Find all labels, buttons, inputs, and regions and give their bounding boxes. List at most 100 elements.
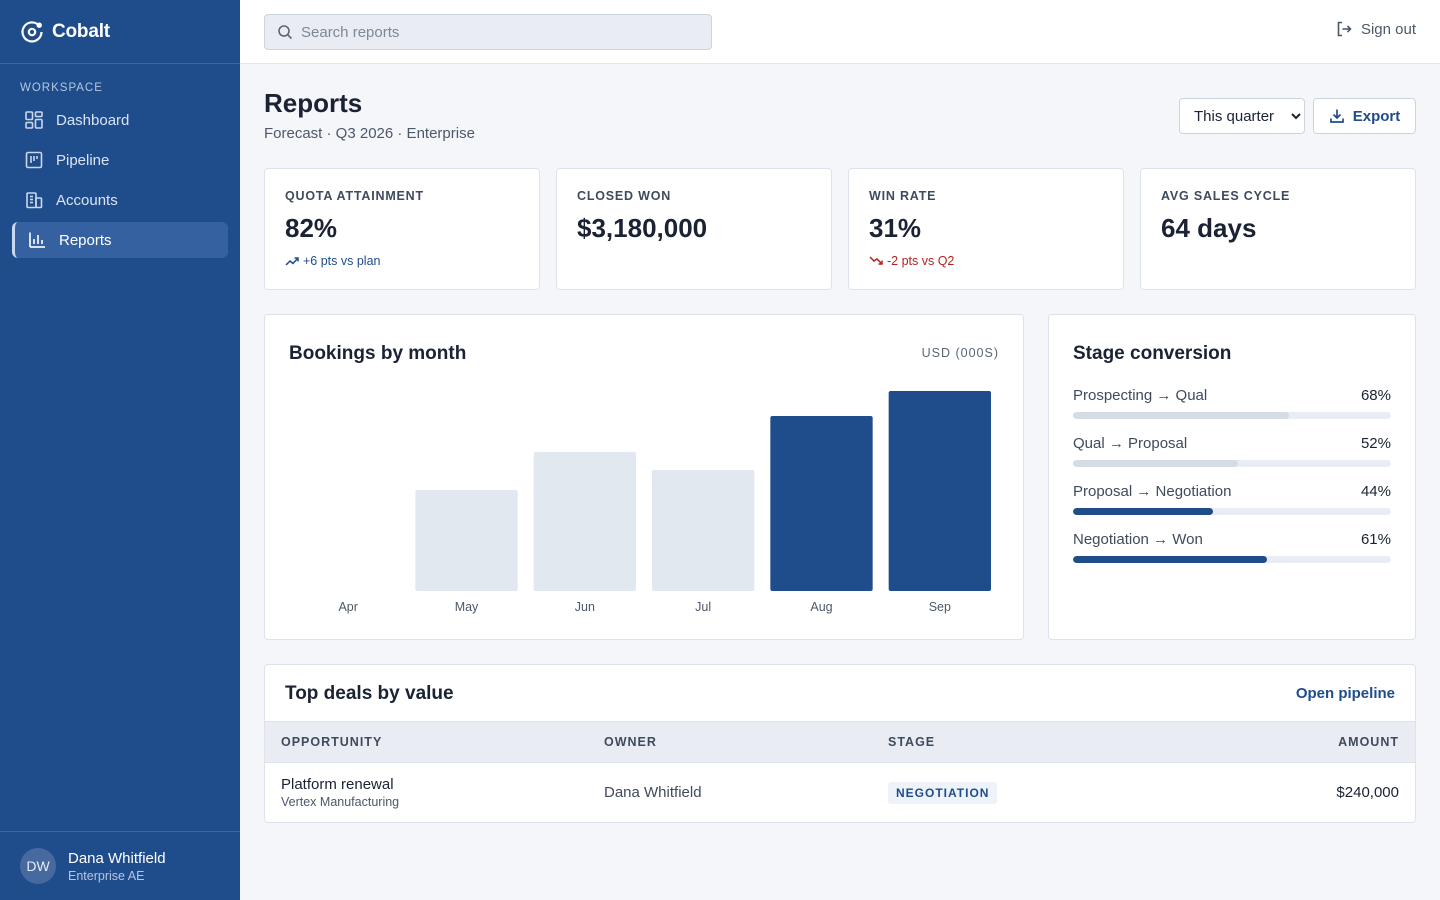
trend-up-icon — [285, 254, 299, 268]
user-role: Enterprise AE — [68, 868, 145, 883]
kpi-card-avg-sales-cycle: AVG SALES CYCLE 64 days — [1140, 168, 1416, 290]
bookings-chart-card: Bookings by month USD (000S) Apr May Jun Ju… — [264, 314, 1024, 640]
sign-out-button[interactable]: Sign out — [1335, 20, 1416, 38]
kpi-delta: +6 pts vs plan — [285, 254, 519, 268]
opportunity-cell: Platform renewal Vertex Manufacturing — [265, 763, 604, 823]
sidebar-item-label: Pipeline — [56, 151, 110, 169]
user-name: Dana Whitfield — [68, 849, 166, 867]
x-tick-label: May — [455, 600, 479, 614]
dashboard-icon — [24, 110, 44, 130]
kpi-delta-text: +6 pts vs plan — [303, 254, 381, 268]
stage-percent: 44% — [1360, 483, 1391, 500]
stage-label: Negotiation → Won — [1073, 531, 1203, 548]
opportunity-name[interactable]: Platform renewal — [281, 776, 394, 794]
page-title: Reports — [264, 88, 363, 118]
column-header-stage[interactable]: STAGE — [888, 721, 1188, 763]
sidebar-item-accounts[interactable]: Accounts — [12, 182, 228, 218]
export-button[interactable]: Export — [1313, 98, 1416, 134]
kpi-card-closed-won: CLOSED WON $3,180,000 — [556, 168, 832, 290]
stage-row: Qual → Proposal 52% — [1073, 435, 1391, 483]
chart-unit-label: USD (000S) — [921, 346, 999, 360]
sidebar: Cobalt WORKSPACE Dashboard Pipeline Acco — [0, 0, 240, 900]
search-input[interactable] — [301, 23, 691, 41]
stage-conversion-list: Prospecting → Qual 68% Qual → Proposal 5… — [1073, 387, 1391, 579]
user-profile[interactable]: DW Dana Whitfield Enterprise AE — [0, 831, 240, 900]
kpi-value: 64 days — [1161, 213, 1257, 243]
pipeline-icon — [24, 150, 44, 170]
sign-out-icon — [1335, 20, 1353, 38]
sidebar-item-dashboard[interactable]: Dashboard — [12, 102, 228, 138]
stage-conversion-card: Stage conversion Prospecting → Qual 68% … — [1048, 314, 1416, 640]
stage-progress-fill — [1073, 460, 1239, 467]
stage-row: Negotiation → Won 61% — [1073, 531, 1391, 579]
bar-aug[interactable] — [770, 416, 873, 591]
stage-percent: 61% — [1360, 531, 1391, 548]
sidebar-item-reports[interactable]: Reports — [12, 222, 228, 258]
stage-row: Prospecting → Qual 68% — [1073, 387, 1391, 435]
x-tick-label: Aug — [810, 600, 832, 614]
bar-jul[interactable] — [652, 470, 755, 591]
stage-percent: 52% — [1360, 435, 1391, 452]
x-tick-label: Jun — [575, 600, 595, 614]
stage-progress-track — [1073, 460, 1391, 467]
cobalt-logo-icon — [20, 20, 44, 44]
download-icon — [1329, 108, 1345, 124]
accounts-icon — [24, 190, 44, 210]
kpi-label: QUOTA ATTAINMENT — [285, 189, 424, 203]
trend-down-icon — [869, 254, 883, 268]
sidebar-item-label: Reports — [59, 231, 112, 249]
x-tick-label: Jul — [695, 600, 711, 614]
stage-label: Proposal → Negotiation — [1073, 483, 1232, 500]
bar-jun[interactable] — [533, 452, 636, 591]
opportunity-account: Vertex Manufacturing — [281, 795, 400, 810]
sign-out-label: Sign out — [1360, 20, 1416, 38]
stage-conversion-title: Stage conversion — [1073, 343, 1232, 364]
column-header-owner[interactable]: OWNER — [604, 721, 888, 763]
stage-label: Prospecting → Qual — [1073, 387, 1208, 404]
column-header-amount[interactable]: AMOUNT — [1188, 721, 1415, 763]
table-row[interactable]: Platform renewal Vertex Manufacturing Da… — [265, 763, 1415, 823]
page-subtitle: Forecast · Q3 2026 · Enterprise — [264, 125, 475, 142]
owner-cell: Dana Whitfield — [604, 784, 702, 802]
kpi-label: CLOSED WON — [577, 189, 672, 203]
period-select[interactable]: This quarter — [1179, 98, 1305, 134]
stage-row: Proposal → Negotiation 44% — [1073, 483, 1391, 531]
kpi-value: $3,180,000 — [577, 213, 708, 243]
bookings-bar-chart: Apr May Jun Jul Aug Sep — [338, 391, 991, 614]
stage-progress-track — [1073, 508, 1391, 515]
search-box[interactable] — [264, 14, 712, 50]
stage-progress-track — [1073, 556, 1391, 563]
sidebar-item-pipeline[interactable]: Pipeline — [12, 142, 228, 178]
kpi-label: WIN RATE — [869, 189, 937, 203]
kpi-label: AVG SALES CYCLE — [1161, 189, 1291, 203]
deals-title: Top deals by value — [285, 683, 454, 704]
sidebar-item-label: Dashboard — [56, 111, 130, 129]
bar-sep[interactable] — [888, 391, 991, 591]
stage-label: Qual → Proposal — [1073, 435, 1188, 452]
x-tick-label: Apr — [338, 600, 357, 614]
kpi-value: 31% — [869, 213, 922, 243]
kpi-delta: -2 pts vs Q2 — [869, 254, 1103, 268]
kpi-value: 82% — [285, 213, 338, 243]
stage-progress-fill — [1073, 556, 1267, 563]
stage-progress-fill — [1073, 508, 1213, 515]
kpi-delta-text: -2 pts vs Q2 — [887, 254, 955, 268]
export-label: Export — [1352, 107, 1401, 125]
search-icon — [277, 24, 293, 40]
bar-may[interactable] — [415, 490, 518, 591]
kpi-card-quota: QUOTA ATTAINMENT 82% +6 pts vs plan — [264, 168, 540, 290]
brand[interactable]: Cobalt — [0, 0, 240, 64]
chart-title: Bookings by month — [289, 343, 467, 364]
stage-progress-fill — [1073, 412, 1290, 419]
kpi-card-win-rate: WIN RATE 31% -2 pts vs Q2 — [848, 168, 1124, 290]
top-deals-card: Top deals by value Open pipeline OPPORTU… — [264, 664, 1416, 823]
column-header-opportunity[interactable]: OPPORTUNITY — [265, 721, 604, 763]
open-pipeline-link[interactable]: Open pipeline — [1295, 685, 1395, 702]
stage-badge: NEGOTIATION — [888, 781, 998, 804]
topbar: Sign out — [240, 0, 1440, 64]
x-tick-label: Sep — [929, 600, 951, 614]
app-name: Cobalt — [52, 20, 110, 42]
amount-cell: $240,000 — [1336, 784, 1399, 802]
deals-table: OPPORTUNITY OWNER STAGE AMOUNT Platform … — [265, 721, 1415, 823]
stage-cell: NEGOTIATION — [888, 763, 1188, 823]
